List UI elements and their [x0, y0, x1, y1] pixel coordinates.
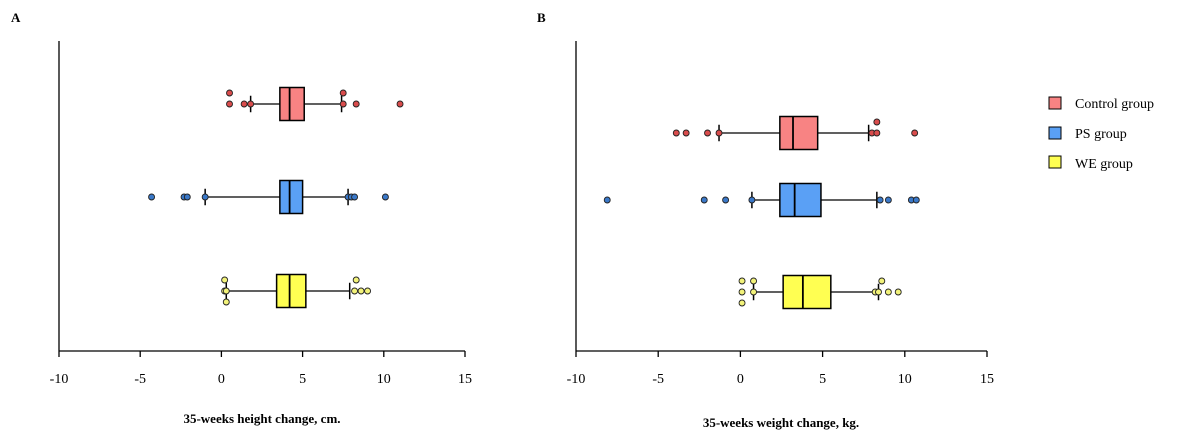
box: [782, 274, 832, 310]
x-tick-label: -10: [567, 372, 586, 387]
outlier-point: [357, 287, 365, 295]
outlier-point: [240, 100, 248, 108]
legend: Control group PS group WE group: [1048, 96, 1154, 172]
legend-swatch-we: [1048, 155, 1062, 169]
x-tick-label: 5: [299, 372, 306, 387]
box: [275, 273, 307, 309]
outlier-point: [148, 193, 156, 201]
outlier-point: [226, 89, 233, 97]
outlier-point: [222, 287, 230, 295]
boxplot-ps: [148, 179, 389, 215]
outlier-point: [715, 129, 723, 137]
legend-label-we: WE group: [1075, 157, 1133, 172]
x-tick-label: 5: [819, 372, 826, 387]
boxplot-ps: [603, 182, 920, 218]
outlier-point: [221, 276, 229, 284]
outlier-point: [672, 129, 680, 137]
legend-swatch-control: [1048, 96, 1062, 110]
boxplot-control: [672, 115, 919, 151]
x-tick-label: 10: [377, 372, 391, 387]
outlier-point: [911, 129, 919, 137]
outlier-point: [912, 196, 920, 204]
x-tick-label: 0: [218, 372, 225, 387]
outlier-point: [738, 288, 746, 296]
outlier-point: [722, 196, 730, 204]
outlier-point: [884, 288, 892, 296]
box: [279, 179, 304, 215]
outlier-point: [700, 196, 708, 204]
outlier-point: [738, 299, 746, 307]
box: [779, 115, 819, 151]
x-tick-label: -5: [652, 372, 664, 387]
box: [279, 86, 305, 122]
outlier-point: [339, 100, 347, 108]
outlier-point: [748, 196, 756, 204]
boxplot-we: [738, 274, 902, 310]
panel-b: B -10 -5 0 5 10 15 35-weeks weight change, kg…: [537, 10, 994, 430]
x-tick-label: -5: [134, 372, 146, 387]
outlier-point: [603, 196, 611, 204]
panel-b-ticks: -10 -5 0 5 10 15: [567, 351, 994, 387]
outlier-point: [750, 288, 758, 296]
outlier-point: [396, 100, 404, 108]
outlier-point: [884, 196, 892, 204]
panel-a: A -10 -5 0 5 10 15 35-weeks height change, cm…: [11, 10, 472, 426]
outlier-point: [352, 276, 360, 284]
x-tick-label: 15: [980, 372, 994, 387]
outlier-point: [351, 193, 359, 201]
panel-b-label: B: [537, 10, 546, 25]
outlier-point: [750, 277, 758, 285]
outlier-point: [873, 129, 881, 137]
panel-a-boxes: [148, 86, 404, 309]
outlier-point: [351, 287, 359, 295]
x-tick-label: 10: [898, 372, 912, 387]
legend-swatch-ps: [1048, 126, 1062, 140]
box: [779, 182, 822, 218]
outlier-point: [222, 298, 230, 306]
outlier-point: [381, 193, 389, 201]
panel-b-xlabel: 35-weeks weight change, kg.: [703, 415, 859, 430]
panel-a-xlabel: 35-weeks height change, cm.: [183, 411, 340, 426]
x-tick-label: 15: [458, 372, 472, 387]
x-tick-label: -10: [50, 372, 69, 387]
outlier-point: [201, 193, 209, 201]
legend-label-control: Control group: [1075, 97, 1154, 112]
outlier-point: [873, 118, 881, 126]
outlier-point: [352, 100, 360, 108]
outlier-point: [738, 277, 746, 285]
outlier-point: [183, 193, 191, 201]
outlier-point: [894, 288, 902, 296]
outlier-point: [247, 100, 255, 108]
panel-b-boxes: [603, 115, 920, 310]
boxplot-we: [221, 273, 372, 309]
panel-a-label: A: [11, 10, 21, 25]
outlier-point: [876, 196, 884, 204]
x-tick-label: 0: [737, 372, 744, 387]
outlier-point: [875, 288, 882, 296]
outlier-point: [364, 287, 372, 295]
panel-a-ticks: -10 -5 0 5 10 15: [50, 351, 472, 387]
outlier-point: [339, 89, 347, 97]
legend-label-ps: PS group: [1075, 127, 1127, 142]
boxplot-control: [226, 86, 404, 122]
outlier-point: [878, 277, 886, 285]
outlier-point: [226, 100, 233, 108]
outlier-point: [682, 129, 690, 137]
outlier-point: [704, 129, 711, 137]
